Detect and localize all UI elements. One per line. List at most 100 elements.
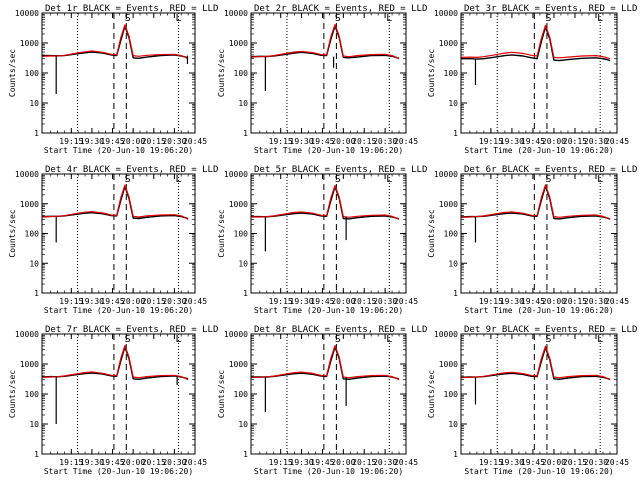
x-tick-label: 19:30 [80, 137, 104, 146]
y-tick-label: 10000 [434, 9, 458, 18]
x-tick-label: 20:00 [121, 297, 145, 306]
y-tick-label: 10000 [15, 170, 39, 179]
marker-label: S [125, 13, 131, 24]
x-tick-label: 20:45 [394, 297, 418, 306]
y-tick-label: 1 [453, 450, 458, 459]
x-tick-label: 19:15 [479, 458, 503, 467]
marker-label: S [335, 174, 341, 185]
y-tick-label: 10 [448, 99, 458, 108]
x-axis-label: Start Time (20-Jun-10 19:06:20) [464, 146, 613, 155]
x-tick-label: 20:15 [563, 297, 587, 306]
y-axis-label: Counts/sec [217, 49, 226, 97]
panel-title: Det 8r BLACK = Events, RED = LLD [254, 325, 427, 335]
events-series-line [461, 347, 611, 380]
y-tick-label: 10 [448, 259, 458, 268]
x-tick-label: 19:15 [269, 458, 293, 467]
marker-label: L [175, 174, 181, 185]
plot-frame [41, 173, 196, 294]
events-series-line [461, 26, 611, 62]
x-tick-label: 19:45 [310, 297, 334, 306]
x-axis-label: Start Time (20-Jun-10 19:06:20) [254, 306, 403, 315]
y-tick-label: 1 [453, 129, 458, 138]
x-tick-label: 20:00 [331, 458, 355, 467]
marker-label: L [175, 334, 181, 345]
x-tick-label: 19:15 [479, 137, 503, 146]
y-tick-label: 10 [238, 99, 248, 108]
marker-label: S [125, 174, 131, 185]
panel-title: Det 5r BLACK = Events, RED = LLD [254, 165, 427, 175]
lld-series-line [251, 24, 400, 60]
x-tick-label: 20:00 [542, 297, 566, 306]
detector-panel: Det 5r BLACK = Events, RED = LLD 1 10 100 10… [217, 165, 427, 315]
x-tick-label: 19:45 [521, 137, 545, 146]
plot-frame [250, 12, 407, 134]
x-tick-label: 19:15 [269, 137, 293, 146]
y-tick-label: 100 [234, 69, 249, 78]
x-tick-label: 20:15 [563, 458, 587, 467]
x-tick-label: 19:15 [59, 458, 83, 467]
marker-label: L [597, 334, 603, 345]
x-tick-label: 19:30 [290, 297, 314, 306]
x-tick-label: 20:15 [142, 297, 166, 306]
x-tick-label: 19:15 [59, 137, 83, 146]
plot-frame [460, 173, 618, 294]
lld-series-line [251, 345, 400, 381]
y-tick-label: 10 [29, 259, 39, 268]
x-axis-label: Start Time (20-Jun-10 19:06:20) [44, 467, 193, 476]
y-tick-label: 10 [238, 259, 248, 268]
marker-label: S [125, 334, 131, 345]
x-tick-label: 19:30 [500, 137, 524, 146]
x-tick-label: 19:30 [500, 297, 524, 306]
events-series-line [42, 25, 189, 59]
x-tick-label: 20:00 [331, 137, 355, 146]
x-tick-label: 20:15 [352, 137, 376, 146]
x-tick-label: 19:45 [521, 297, 545, 306]
events-series-line [42, 185, 189, 220]
y-tick-label: 1000 [20, 360, 39, 369]
x-tick-label: 20:30 [162, 297, 186, 306]
x-tick-label: 19:15 [269, 297, 293, 306]
x-tick-label: 20:45 [605, 458, 629, 467]
y-tick-label: 100 [444, 69, 459, 78]
y-axis-label: Counts/sec [427, 209, 436, 257]
x-axis-label: Start Time (20-Jun-10 19:06:20) [464, 306, 613, 315]
x-tick-label: 20:45 [183, 458, 207, 467]
events-series-line [42, 346, 189, 380]
x-tick-label: 19:45 [100, 137, 124, 146]
lld-series-line [461, 184, 611, 220]
x-tick-label: 19:45 [100, 458, 124, 467]
marker-label: S [545, 174, 551, 185]
x-axis-label: Start Time (20-Jun-10 19:06:20) [254, 467, 403, 476]
marker-label: L [597, 13, 603, 24]
events-series-line [461, 185, 611, 220]
panel-title: Det 3r BLACK = Events, RED = LLD [464, 4, 637, 14]
x-tick-label: 19:45 [100, 297, 124, 306]
x-axis-label: Start Time (20-Jun-10 19:06:20) [254, 146, 403, 155]
x-tick-label: 20:00 [121, 137, 145, 146]
lld-series-line [42, 184, 189, 220]
y-tick-label: 1000 [439, 360, 458, 369]
panel-title: Det 2r BLACK = Events, RED = LLD [254, 4, 427, 14]
y-tick-label: 1 [453, 289, 458, 298]
marker-label: L [386, 174, 392, 185]
x-tick-label: 19:30 [80, 458, 104, 467]
y-tick-label: 10000 [224, 170, 248, 179]
panel-title: Det 1r BLACK = Events, RED = LLD [45, 4, 218, 14]
detector-panel: Det 9r BLACK = Events, RED = LLD 1 10 100 10… [427, 325, 637, 476]
detector-panel: Det 1r BLACK = Events, RED = LLD 1 10 100 10… [8, 4, 218, 155]
x-tick-label: 19:30 [80, 297, 104, 306]
lld-series-line [251, 184, 400, 220]
x-tick-label: 20:30 [584, 458, 608, 467]
detector-panel: Det 4r BLACK = Events, RED = LLD 1 10 100 10… [8, 165, 218, 315]
lld-series-line [461, 345, 611, 381]
detector-panel: Det 6r BLACK = Events, RED = LLD 1 10 100 10… [427, 165, 637, 315]
panel-title: Det 9r BLACK = Events, RED = LLD [464, 325, 637, 335]
marker-label: S [335, 334, 341, 345]
lld-series-line [461, 24, 611, 60]
marker-label: L [386, 13, 392, 24]
y-tick-label: 10000 [15, 330, 39, 339]
marker-label: S [545, 334, 551, 345]
x-axis-label: Start Time (20-Jun-10 19:06:20) [44, 306, 193, 315]
y-axis-label: Counts/sec [217, 370, 226, 418]
